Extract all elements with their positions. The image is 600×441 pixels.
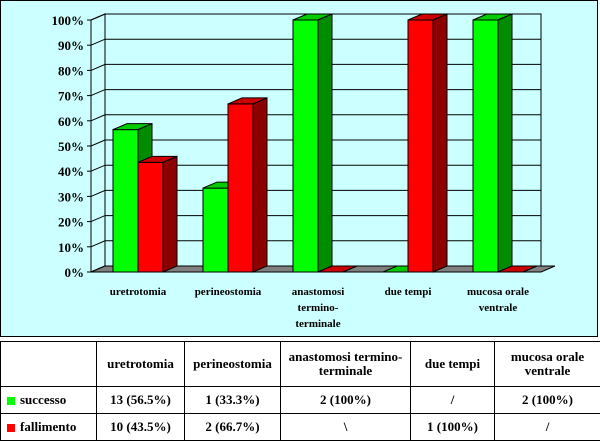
row-label: successo [20,392,67,407]
gridline [90,240,541,248]
gridline [90,114,541,122]
y-tick-label: 0% [65,265,85,280]
x-tick-label: mucosa orale [467,286,529,298]
table-cell: / [494,413,600,441]
successo-bar-side [317,13,333,273]
x-tick-label: termino- [298,302,339,314]
y-tick-label: 40% [58,164,84,179]
fallimento-swatch [7,424,15,433]
data-table: uretrotomia perineostomia anastomosi ter… [0,341,600,441]
successo-swatch [7,397,15,406]
table-cell: \ [280,413,411,441]
fallimento-bar-side [252,97,268,273]
table-cell: 1 (33.3%) [184,386,281,414]
fallimento-bar-side [162,155,178,273]
y-tick-label: 60% [58,114,84,129]
y-tick-label: 10% [58,240,84,255]
fallimento-bar [407,19,434,273]
table-cell: 10 (43.5%) [96,413,185,441]
fallimento-bar-side [342,265,358,273]
successo-bar [112,129,139,273]
x-tick-label: anastomosi [292,286,345,298]
chart-panel: 0% 10% 20% 30% 40% 50% 60% 70% 80% 90% 100% uretrot… [0,0,598,337]
gridline [90,38,541,46]
table-cell: 2 (100%) [494,386,600,414]
successo-bar [472,19,499,273]
gridline [90,63,541,71]
gridline [90,215,541,223]
table-header-cell [0,341,97,387]
row-label-cell: fallimento [0,413,97,441]
gridline [90,139,541,147]
table-header-cell: anastomosi termino-terminale [280,341,411,387]
y-tick-label: 90% [58,38,84,53]
gridline [90,13,541,21]
table-header-cell: perineostomia [184,341,281,387]
table-cell: 2 (100%) [280,386,411,414]
y-tick-label: 100% [52,13,85,28]
fallimento-bar-side [522,265,538,273]
table-cell: 13 (56.5%) [96,386,185,414]
gridline [90,164,541,172]
table-header-cell: uretrotomia [96,341,185,387]
gridline [90,89,541,97]
x-tick-label: perineostomia [195,286,262,298]
y-tick-label: 50% [58,139,84,154]
fallimento-bar-side [432,13,448,273]
table-cell: / [410,386,495,414]
x-tick-label: ventrale [479,302,518,314]
table-row: successo 13 (56.5%) 1 (33.3%) 2 (100%) /… [0,386,600,414]
table-header-row: uretrotomia perineostomia anastomosi ter… [0,341,600,387]
x-tick-label: due tempi [385,286,432,298]
table-cell: 2 (66.7%) [184,413,281,441]
x-tick-label: uretrotomia [110,286,167,298]
x-tick-label: terminale [295,318,340,330]
y-tick-label: 80% [58,63,84,78]
table-row: fallimento 10 (43.5%) 2 (66.7%) \ 1 (100… [0,413,600,441]
y-tick-label: 30% [58,189,84,204]
table-cell: 1 (100%) [410,413,495,441]
y-tick-label: 70% [58,89,84,104]
row-label-cell: successo [0,386,97,414]
bar-chart: 0% 10% 20% 30% 40% 50% 60% 70% 80% 90% 100% uretrot… [52,13,556,330]
fallimento-bar [227,103,254,273]
fallimento-bar [137,161,164,273]
gridline [90,189,541,197]
table-header-cell: due tempi [410,341,495,387]
successo-bar-side [497,13,513,273]
successo-bar [292,19,319,273]
y-tick-label: 20% [58,215,84,230]
row-label: fallimento [20,419,77,434]
table-header-cell: mucosa orale ventrale [494,341,600,387]
successo-bar [202,187,229,273]
